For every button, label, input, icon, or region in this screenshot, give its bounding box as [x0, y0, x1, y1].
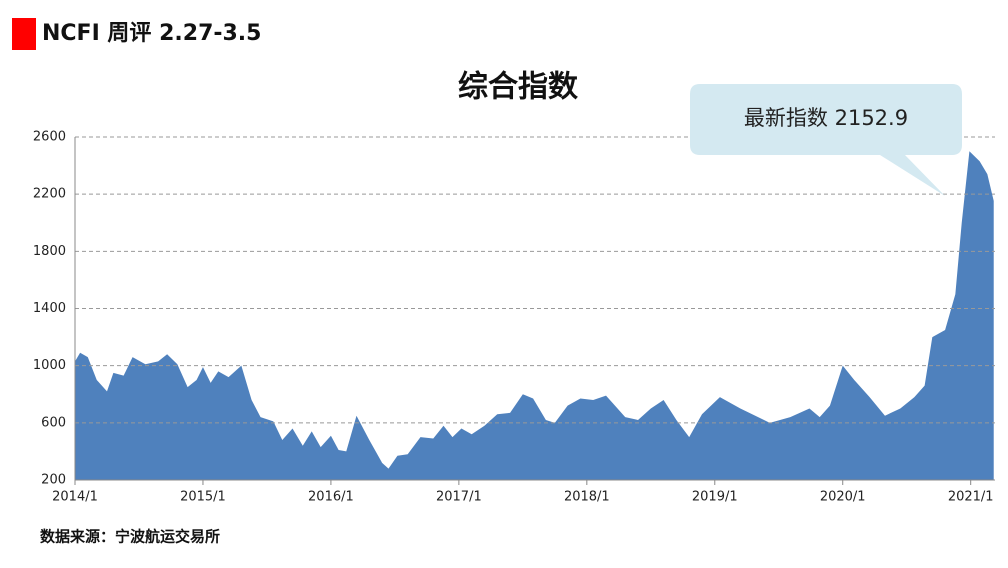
x-tick-label: 2017/1: [436, 490, 482, 505]
source: 数据来源：宁波航运交易所: [40, 528, 220, 546]
chart-title: 综合指数: [458, 70, 579, 105]
annotation: 最新指数 2152.9: [744, 106, 908, 130]
y-tick-label: 2200: [33, 187, 66, 202]
x-tick-label: 2015/1: [180, 490, 226, 505]
x-tick-label: 2014/1: [52, 490, 98, 505]
callout-bubble: [690, 84, 962, 196]
header-marker: [12, 18, 36, 50]
y-tick-label: 2600: [33, 130, 66, 145]
header-title: NCFI 周评 2.27-3.5: [42, 21, 261, 46]
x-tick-label: 2020/1: [820, 490, 866, 505]
plot: 200 600 1000 1400 1800 2200 2600 2014/1 2015/1 20…: [33, 130, 995, 505]
x-tick-label: 2019/1: [692, 490, 738, 505]
x-tick-label: 2018/1: [564, 490, 610, 505]
y-tick-label: 1400: [33, 301, 66, 316]
y-tick-label: 1800: [33, 244, 66, 259]
y-tick-label: 200: [41, 473, 66, 488]
area: [75, 151, 994, 480]
x-tick-label: 2021/1: [948, 490, 994, 505]
x-tick-label: 2016/1: [308, 490, 354, 505]
y-tick-label: 1000: [33, 358, 66, 373]
y-tick-label: 600: [41, 415, 66, 430]
